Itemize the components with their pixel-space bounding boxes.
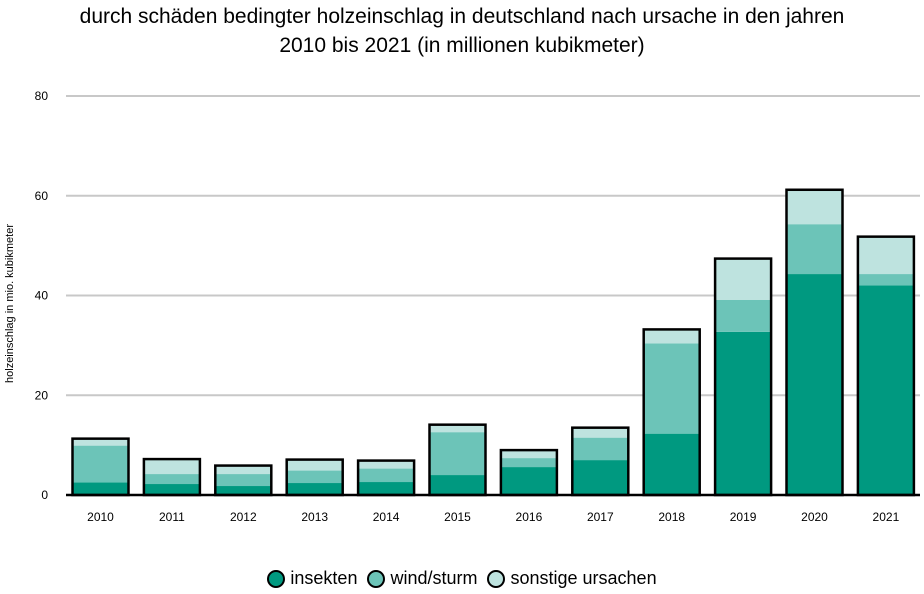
legend-item-sonstige-ursachen: sonstige ursachen bbox=[487, 568, 657, 589]
y-tick-label-60: 60 bbox=[35, 189, 49, 203]
x-tick-label-2020: 2020 bbox=[801, 510, 828, 524]
chart-title-line-2: 2010 bis 2021 (in millionen kubikmeter) bbox=[279, 34, 645, 57]
bar-segment-sonstige-ursachen-2011 bbox=[143, 459, 200, 475]
x-tick-label-2015: 2015 bbox=[444, 510, 471, 524]
bar-segment-insekten-2017 bbox=[572, 460, 629, 495]
bar-segment-insekten-2013 bbox=[286, 483, 343, 495]
y-tick-label-0: 0 bbox=[41, 488, 48, 502]
bar-segment-insekten-2010 bbox=[72, 482, 129, 495]
bar-segment-wind-sturm-2012 bbox=[215, 474, 272, 487]
bar-segment-insekten-2015 bbox=[429, 475, 486, 495]
bar-segment-wind-sturm-2010 bbox=[72, 445, 129, 483]
bar-segment-insekten-2016 bbox=[500, 467, 557, 495]
legend-swatch-wind-sturm bbox=[367, 569, 386, 588]
x-tick-label-2013: 2013 bbox=[301, 510, 328, 524]
y-axis-label: holzeinschlag in mio. kubikmeter bbox=[4, 224, 16, 383]
x-tick-label-2021: 2021 bbox=[873, 510, 900, 524]
x-tick-label-2014: 2014 bbox=[373, 510, 400, 524]
bar-segment-wind-sturm-2021 bbox=[857, 274, 914, 286]
x-tick-label-2011: 2011 bbox=[159, 510, 185, 524]
bar-segment-sonstige-ursachen-2016 bbox=[500, 450, 557, 459]
legend-swatch-insekten bbox=[267, 569, 286, 588]
bar-segment-sonstige-ursachen-2017 bbox=[572, 427, 629, 438]
bar-segment-insekten-2018 bbox=[643, 433, 700, 495]
bar-segment-sonstige-ursachen-2020 bbox=[786, 189, 843, 225]
legend-item-insekten: insekten bbox=[267, 568, 357, 589]
x-tick-label-2018: 2018 bbox=[658, 510, 685, 524]
bar-segment-sonstige-ursachen-2014 bbox=[358, 460, 415, 469]
bar-segment-insekten-2019 bbox=[715, 331, 772, 495]
x-tick-label-2019: 2019 bbox=[730, 510, 757, 524]
bar-segment-sonstige-ursachen-2015 bbox=[429, 424, 486, 433]
legend: insekten wind/sturm sonstige ursachen bbox=[0, 568, 924, 589]
bar-segment-wind-sturm-2013 bbox=[286, 470, 343, 484]
bar-segment-sonstige-ursachen-2013 bbox=[286, 459, 343, 471]
bar-segment-wind-sturm-2018 bbox=[643, 343, 700, 434]
bar-segment-insekten-2020 bbox=[786, 274, 843, 495]
y-tick-label-80: 80 bbox=[35, 89, 49, 103]
legend-swatch-sonstige-ursachen bbox=[487, 569, 506, 588]
legend-item-wind-sturm: wind/sturm bbox=[367, 568, 477, 589]
bar-segment-insekten-2011 bbox=[143, 484, 200, 495]
chart-title: durch schäden bedingter holzeinschlag in… bbox=[0, 2, 924, 60]
bar-segment-sonstige-ursachen-2010 bbox=[72, 438, 129, 446]
x-tick-label-2016: 2016 bbox=[516, 510, 543, 524]
bar-segment-wind-sturm-2016 bbox=[500, 458, 557, 468]
bar-segment-wind-sturm-2017 bbox=[572, 437, 629, 461]
bar-segment-wind-sturm-2019 bbox=[715, 299, 772, 332]
x-tick-label-2010: 2010 bbox=[87, 510, 114, 524]
x-tick-label-2017: 2017 bbox=[587, 510, 614, 524]
chart-title-line-1: durch schäden bedingter holzeinschlag in… bbox=[79, 5, 845, 28]
bar-segment-wind-sturm-2011 bbox=[143, 474, 200, 485]
bar-segment-wind-sturm-2015 bbox=[429, 432, 486, 476]
legend-label-insekten: insekten bbox=[290, 568, 358, 588]
y-tick-label-20: 20 bbox=[35, 388, 49, 402]
x-tick-label-2012: 2012 bbox=[230, 510, 257, 524]
bar-segment-sonstige-ursachen-2012 bbox=[215, 465, 272, 475]
bar-segment-sonstige-ursachen-2019 bbox=[715, 258, 772, 300]
bar-segment-sonstige-ursachen-2021 bbox=[857, 236, 914, 275]
y-tick-label-40: 40 bbox=[35, 289, 49, 303]
bar-segment-insekten-2021 bbox=[857, 285, 914, 495]
legend-label-wind-sturm: wind/sturm bbox=[390, 568, 478, 588]
bar-segment-sonstige-ursachen-2018 bbox=[643, 329, 700, 344]
bar-segment-insekten-2012 bbox=[215, 486, 272, 495]
bar-segment-wind-sturm-2014 bbox=[358, 468, 415, 483]
bar-segment-insekten-2014 bbox=[358, 482, 415, 495]
legend-label-sonstige-ursachen: sonstige ursachen bbox=[510, 568, 657, 588]
bar-segment-wind-sturm-2020 bbox=[786, 224, 843, 275]
